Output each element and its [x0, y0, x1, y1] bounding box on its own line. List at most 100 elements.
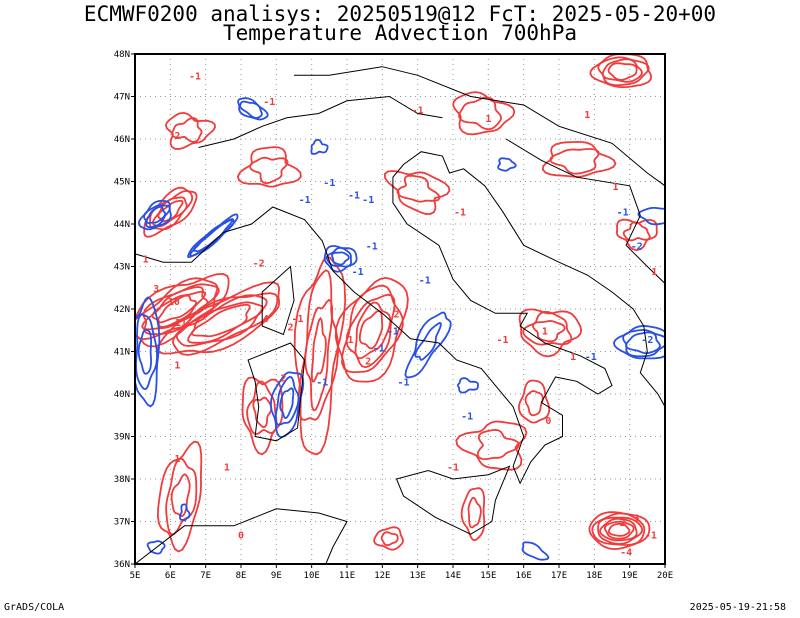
contour-line [404, 311, 452, 379]
chart-title: ECMWF0200 analisys: 20250519@12 FcT: 202… [83, 2, 717, 26]
contour-line [589, 54, 653, 89]
contour-line [310, 316, 327, 383]
contour-label-warm: -1 [292, 314, 304, 325]
contour-line [334, 276, 409, 383]
tick-label-lon: 5E [130, 571, 141, 581]
contour-label-warm: 1 [348, 335, 354, 346]
contour-label-warm: 0 [238, 531, 244, 542]
contour-line [597, 516, 644, 545]
contour-line [237, 97, 269, 121]
contour-line [345, 293, 396, 369]
tick-label-lat: 40N [114, 390, 130, 400]
contour-line [331, 251, 350, 266]
tick-label-lon: 7E [200, 571, 211, 581]
contour-lines [135, 54, 665, 561]
contour-line [151, 290, 207, 328]
chart-subtitle: Temperature Advection 700hPa [222, 21, 577, 45]
contour-label-cold: -1 [348, 191, 360, 202]
contour-label-warm: 2 [174, 131, 180, 142]
contour-line [135, 272, 230, 348]
contour-label-cold: -1 [398, 378, 410, 389]
contour-label-warm: -1 [447, 463, 459, 474]
contour-label-warm: 2 [620, 518, 626, 529]
contour-line [622, 221, 651, 242]
contour-line [549, 148, 600, 175]
tick-label-lon: 17E [551, 571, 567, 581]
contour-line [452, 91, 516, 136]
contour-line [165, 457, 198, 536]
contour-label-warm: 2 [365, 356, 371, 367]
contour-label-warm: 1 [143, 254, 149, 265]
tick-label-lat: 41N [114, 348, 130, 358]
contour-label-cold: -1 [387, 327, 399, 338]
contour-label-warm: 1 [174, 454, 180, 465]
tick-label-lon: 18E [586, 571, 602, 581]
contour-line [597, 56, 650, 87]
contour-label-cold: -1 [461, 412, 473, 423]
contour-line [252, 396, 273, 429]
contour-line [460, 487, 486, 542]
contour-label-warm: 2 [393, 310, 399, 321]
contour-line [607, 62, 638, 81]
contour-line [467, 496, 482, 529]
axis-ticks: 5E 6E 7E 8E 9E 10E 11E 12E 13E 14E 15E 16E 17E 18E 19E… [114, 50, 673, 581]
contour-label-cold: -1 [373, 344, 385, 355]
contour-label-warm: 1 [570, 352, 576, 363]
contour-line [522, 310, 573, 346]
contour-line [456, 377, 479, 394]
contour-line [599, 517, 638, 542]
contour-line [521, 541, 550, 561]
contour-line [341, 284, 404, 373]
contour-line [354, 301, 392, 360]
contour-label-cold: -1 [352, 267, 364, 278]
tick-label-lat: 42N [114, 305, 130, 315]
contour-line [279, 387, 295, 419]
tick-label-lat: 37N [114, 518, 130, 528]
tick-label-lon: 9E [271, 571, 282, 581]
tick-label-lon: 14E [445, 571, 461, 581]
contour-label-warm: -1 [412, 106, 424, 117]
contour-label-warm: 1 [584, 110, 590, 121]
contour-label-cold: -1 [362, 195, 374, 206]
contour-line [274, 375, 300, 426]
contour-line [241, 376, 284, 456]
contour-label-warm: -1 [645, 531, 657, 542]
tick-label-lon: 10E [304, 571, 320, 581]
contour-label-warm: -1 [496, 335, 508, 346]
tick-label-lat: 39N [114, 433, 130, 443]
contour-label-cold: -2 [641, 335, 653, 346]
contour-label-warm: 1 [651, 267, 657, 278]
contour-label-warm: 1 [613, 182, 619, 193]
contour-line [146, 540, 166, 555]
tick-label-lat: 43N [114, 263, 130, 273]
coastlines [135, 66, 665, 564]
border-central-europe [294, 66, 665, 187]
contour-line [476, 428, 520, 461]
coastline-corsica [261, 265, 295, 336]
coastline-africa [135, 508, 348, 564]
coastline-sardinia [247, 342, 306, 442]
contour-label-cold: -1 [316, 378, 328, 389]
contour-line [171, 292, 279, 356]
contour-line [143, 204, 171, 229]
contour-label-warm: 0 [545, 416, 551, 427]
contour-line [373, 526, 404, 551]
tick-label-lat: 45N [114, 178, 130, 188]
footer-software: GrADS/COLA [4, 602, 65, 613]
contour-line [524, 390, 544, 417]
coastline-sicily [395, 465, 511, 535]
contour-line [249, 156, 289, 185]
contour-label-warm: 3 [634, 514, 640, 525]
contour-line [310, 138, 329, 155]
contour-line [297, 269, 339, 421]
contour-label-warm: 1 [224, 463, 230, 474]
border-alps [198, 95, 443, 148]
footer-timestamp: 2025-05-19-21:58 [689, 602, 786, 613]
contour-label-warm: -1 [454, 208, 466, 219]
tick-label-lon: 16E [516, 571, 532, 581]
contour-line [615, 218, 658, 252]
contour-line [541, 140, 617, 178]
contour-line [135, 313, 158, 391]
tick-label-lon: 12E [374, 571, 390, 581]
contour-label-warm: 1 [542, 327, 548, 338]
